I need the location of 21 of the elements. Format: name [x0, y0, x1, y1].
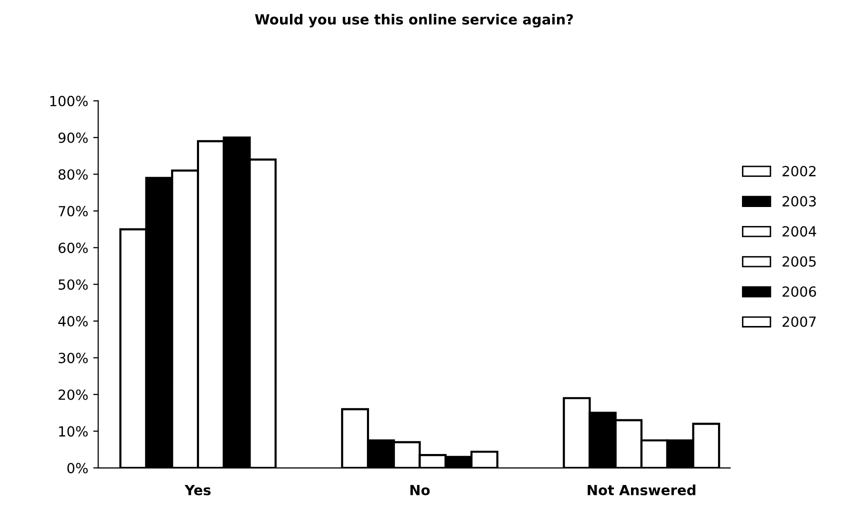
y-tick-label: 80%: [58, 169, 88, 180]
y-tick-label: 30%: [58, 352, 88, 364]
x-tick-label: No: [410, 484, 430, 496]
legend-label: 2005: [782, 256, 816, 267]
legend-label: 2002: [782, 166, 816, 176]
x-tick-label: Yes: [184, 484, 211, 496]
legend-label: 2004: [782, 226, 816, 237]
y-tick-label: 0%: [67, 462, 88, 474]
y-tick-label: 50%: [58, 279, 88, 290]
chart-title: Would you use this online service again?: [254, 14, 573, 28]
legend-label: 2006: [782, 286, 816, 297]
legend-label: 2007: [782, 316, 816, 327]
y-tick-label: 10%: [59, 426, 88, 437]
y-tick-label: 100%: [50, 96, 88, 106]
y-tick-label: 20%: [58, 389, 88, 400]
y-tick-label: 70%: [58, 206, 88, 216]
y-tick-label: 40%: [58, 316, 88, 327]
y-tick-label: 90%: [58, 132, 88, 143]
legend-label: 2003: [782, 196, 816, 207]
y-tick-label: 60%: [58, 242, 88, 254]
x-tick-label: Not Answered: [588, 484, 696, 496]
